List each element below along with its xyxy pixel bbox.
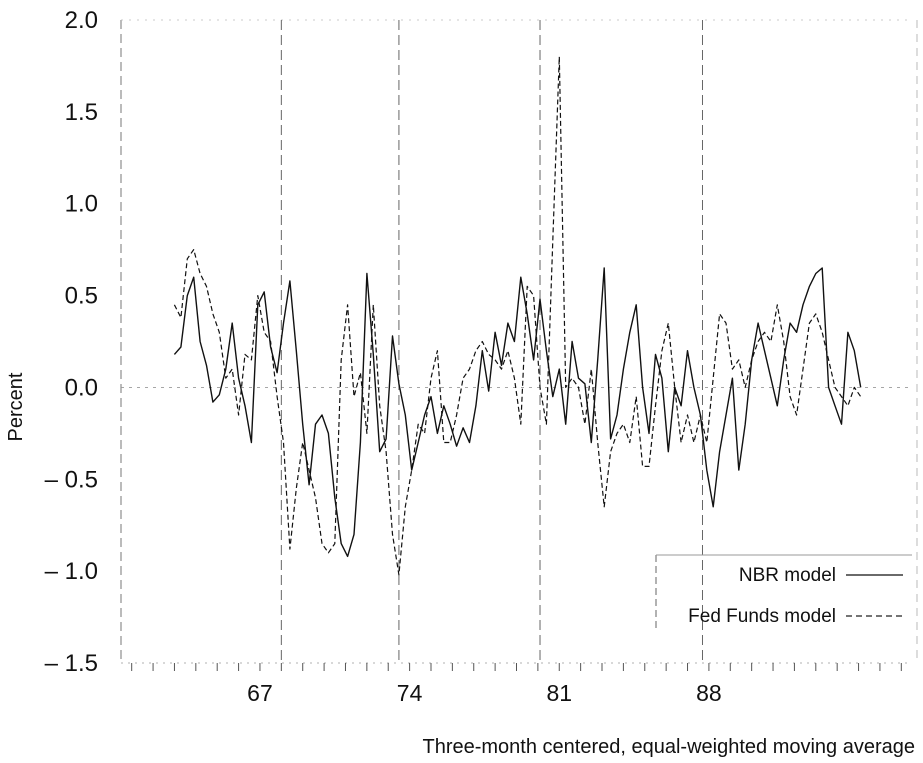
y-tick-label: 1.5: [65, 99, 98, 126]
x-tick-label: 67: [247, 680, 273, 706]
y-axis-ticks: 2.0 1.5 1.0 0.5 0.0 – 0.5 – 1.0 – 1.5: [45, 7, 98, 677]
x-tick-label: 88: [696, 680, 722, 706]
x-axis-ticks: 67 74 81 88: [131, 663, 902, 706]
legend-label-nbr: NBR model: [739, 565, 836, 586]
series-layer: [173, 56, 862, 576]
y-axis-label: Percent: [5, 372, 27, 441]
y-tick-label: – 0.5: [45, 466, 98, 493]
y-tick-label: – 1.0: [45, 558, 98, 585]
y-tick-label: – 1.5: [45, 650, 98, 677]
y-tick-label: 0.5: [65, 283, 98, 310]
y-tick-label: 1.0: [65, 191, 98, 218]
series-line-fed-funds: [173, 56, 862, 576]
x-axis-label: Three-month centered, equal-weighted mov…: [422, 736, 915, 758]
x-tick-label: 74: [397, 680, 423, 706]
y-tick-label: 0.0: [65, 374, 98, 401]
x-tick-label: 81: [546, 680, 572, 706]
chart-legend: NBR model Fed Funds model: [655, 554, 912, 632]
y-tick-label: 2.0: [65, 7, 98, 34]
series-line-nbr: [173, 267, 862, 558]
legend-label-fed-funds: Fed Funds model: [688, 606, 836, 627]
